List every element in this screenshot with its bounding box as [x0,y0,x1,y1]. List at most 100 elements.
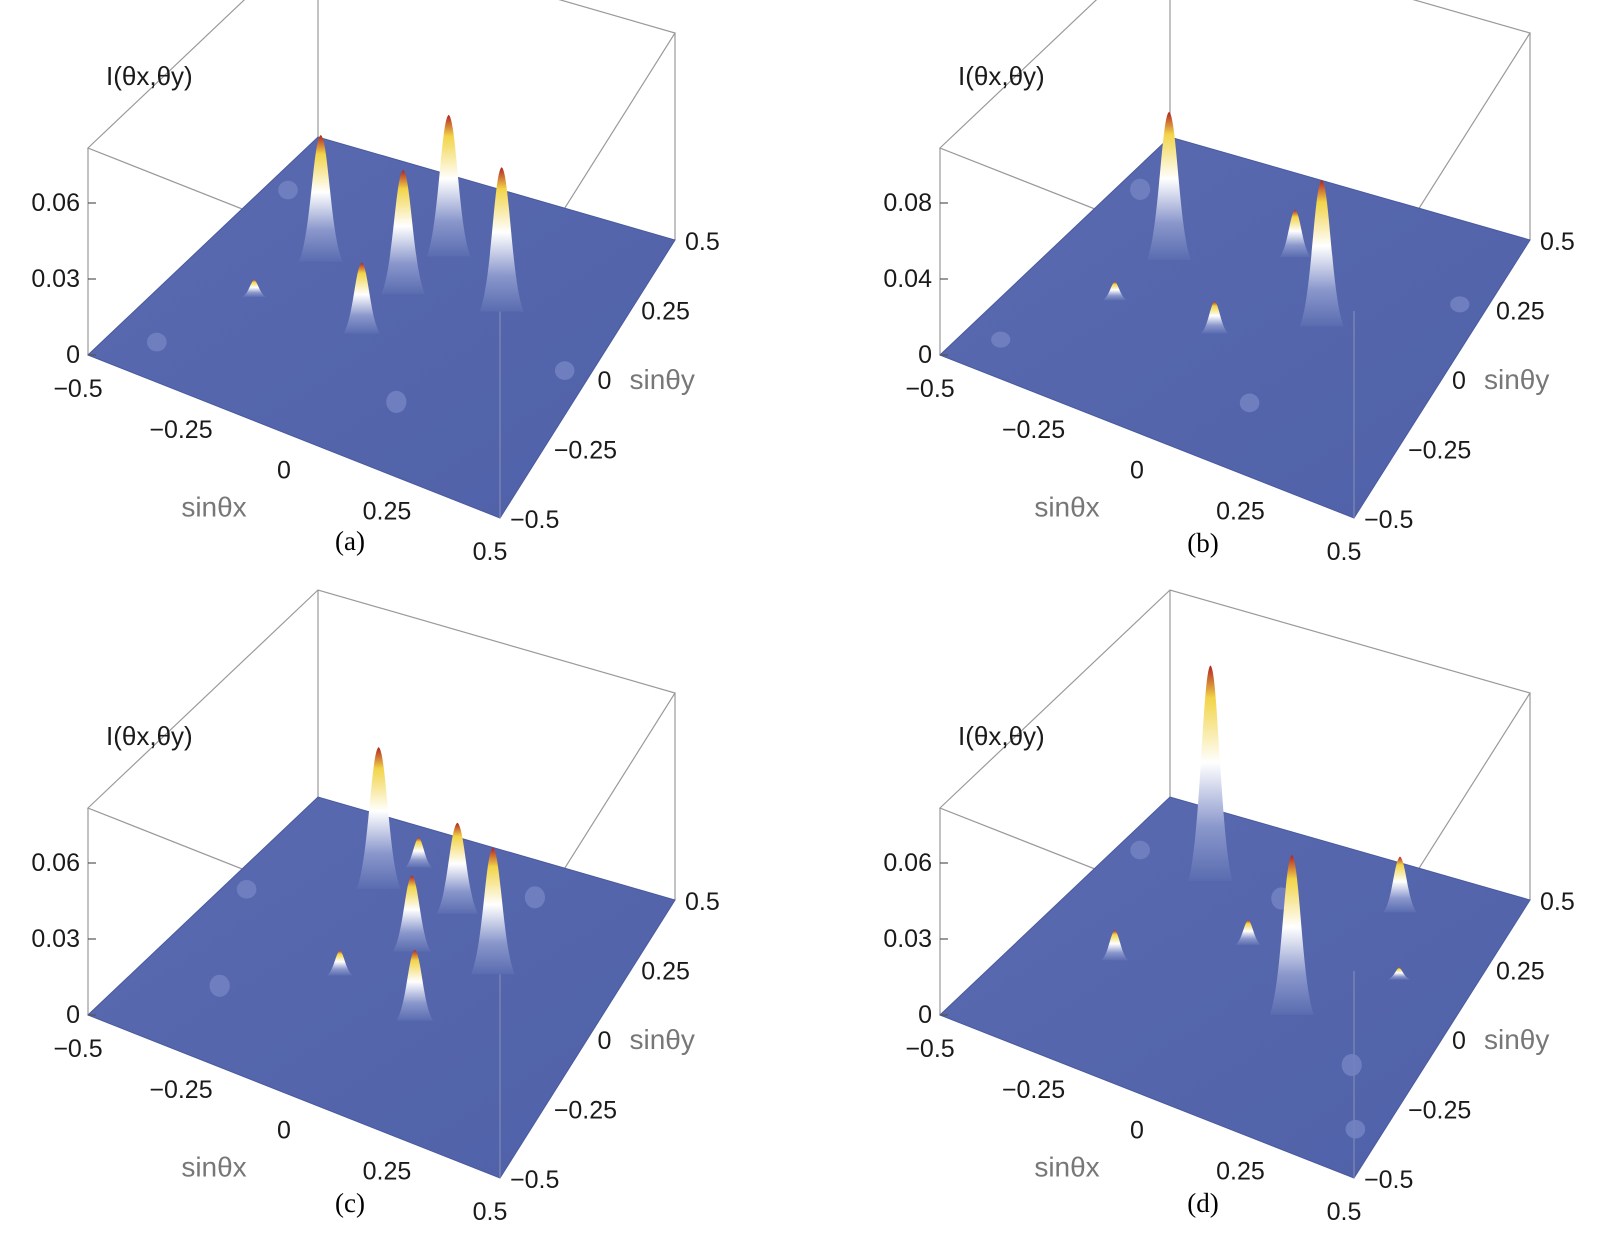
y-tick-label: 0.25 [641,298,690,326]
panel-b: 0 0.04 0.08 I(θx,θy) −0.5 −0.25 0 0.25 0.5 sinθx −… [883,0,1575,566]
peak-bump [236,879,257,899]
panel-a: 0 0.03 0.06 I(θx,θy) −0.5 −0.25 0 0.25 0.5 sinθx −… [31,0,720,566]
peak [343,262,381,334]
z-tick-label: 0.06 [31,849,80,877]
x-axis-label: sinθx [181,1152,246,1183]
z-tick-label: 0 [66,341,80,369]
y-tick-label: −0.5 [1364,506,1413,534]
y-tick-label: 0.5 [685,228,720,256]
z-tick-label: 0 [66,1001,80,1029]
y-tick-label: −0.25 [1408,437,1471,465]
z-tick-label: 0.03 [31,925,80,953]
peak [436,822,479,914]
z-tick-label: 0.03 [31,265,80,293]
peak-bump [554,361,575,380]
x-tick-label: 0.5 [1327,538,1362,566]
peak [396,949,434,1021]
y-tick-label: 0 [1452,1027,1466,1055]
y-tick-label: −0.25 [554,437,617,465]
y-tick-label: 0 [598,1027,612,1055]
x-tick-label: −0.5 [53,375,102,403]
y-tick-label: 0.5 [685,888,720,916]
peak [392,875,431,952]
y-tick-label: −0.5 [1364,1166,1413,1194]
z-axis-label: I(θx,θy) [106,61,193,91]
x-tick-label: 0 [1130,457,1144,485]
y-tick-label: 0.5 [1540,228,1575,256]
z-axis-label: I(θx,θy) [958,61,1045,91]
panel-caption: (d) [1187,1188,1218,1218]
x-tick-label: 0.5 [473,538,508,566]
peak-bump [1341,1053,1362,1077]
x-tick-label: 0.25 [363,497,412,525]
y-tick-label: 0 [598,367,612,395]
peak-bump [1130,178,1151,200]
peak [1147,111,1192,261]
peak [1200,301,1229,334]
peak-bump [991,331,1011,348]
peak [326,950,353,976]
z-tick-label: 0 [918,341,932,369]
peak [1235,919,1262,946]
x-tick-label: 0 [1130,1117,1144,1145]
peak [479,167,524,312]
peak [1269,855,1314,1015]
peak [1387,967,1411,980]
x-tick-label: 0 [277,1117,291,1145]
y-tick-label: −0.5 [510,506,559,534]
y-tick-label: 0 [1452,367,1466,395]
x-tick-label: 0.25 [363,1157,412,1185]
peak-bump [1450,296,1470,313]
x-tick-label: −0.5 [53,1035,102,1063]
peak [242,279,267,298]
y-axis-label: sinθy [1484,364,1549,395]
panel-caption: (c) [335,1188,365,1218]
peak-bump [386,390,407,413]
z-tick-label: 0.06 [31,189,80,217]
y-tick-label: 0.25 [1496,958,1545,986]
x-tick-label: −0.5 [905,375,954,403]
x-axis-label: sinθx [181,492,246,523]
surface-floor [87,136,676,519]
peak [298,135,343,262]
x-tick-label: 0.25 [1216,1157,1265,1185]
peak [381,170,426,295]
y-tick-label: 0.5 [1540,888,1575,916]
peak-bump [1130,840,1150,860]
peak-bump [1239,393,1260,413]
peak-bump [209,974,230,997]
y-tick-label: −0.5 [510,1166,559,1194]
surface-floor [939,136,1531,519]
z-tick-label: 0 [918,1001,932,1029]
peak-bump [278,180,298,200]
x-axis-label: sinθx [1034,1152,1099,1183]
z-tick-label: 0.08 [883,189,932,217]
peak [1299,180,1344,327]
peak [1101,930,1129,961]
peak [356,747,401,889]
z-axis-label: I(θx,θy) [958,721,1045,751]
y-axis-label: sinθy [1484,1024,1549,1055]
panel-d: 0 0.03 0.06 I(θx,θy) −0.5 −0.25 0 0.25 0.5 sinθx −… [883,589,1575,1226]
y-tick-label: −0.25 [1408,1097,1471,1125]
peak [426,114,471,257]
peak [404,837,433,868]
y-axis-label: sinθy [630,364,695,395]
y-tick-label: 0.25 [641,958,690,986]
z-tick-label: 0.04 [883,265,932,293]
panel-c: 0 0.03 0.06 I(θx,θy) −0.5 −0.25 0 0.25 0.5 sinθx −… [31,589,720,1226]
peak [1102,281,1128,301]
x-axis-label: sinθx [1034,492,1099,523]
peak-bump [146,332,167,352]
y-tick-label: 0.25 [1496,298,1545,326]
peak-bump [1345,1119,1366,1139]
x-tick-label: 0.5 [1327,1198,1362,1226]
x-tick-label: −0.25 [149,416,212,444]
surface-floor [939,796,1531,1179]
peak [470,847,515,975]
panel-caption: (b) [1187,528,1218,558]
x-tick-label: 0.25 [1216,497,1265,525]
x-tick-label: 0 [277,457,291,485]
z-tick-label: 0.06 [883,849,932,877]
